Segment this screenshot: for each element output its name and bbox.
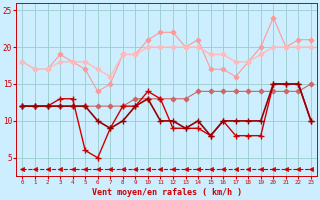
X-axis label: Vent moyen/en rafales ( km/h ): Vent moyen/en rafales ( km/h ) [92, 188, 242, 197]
